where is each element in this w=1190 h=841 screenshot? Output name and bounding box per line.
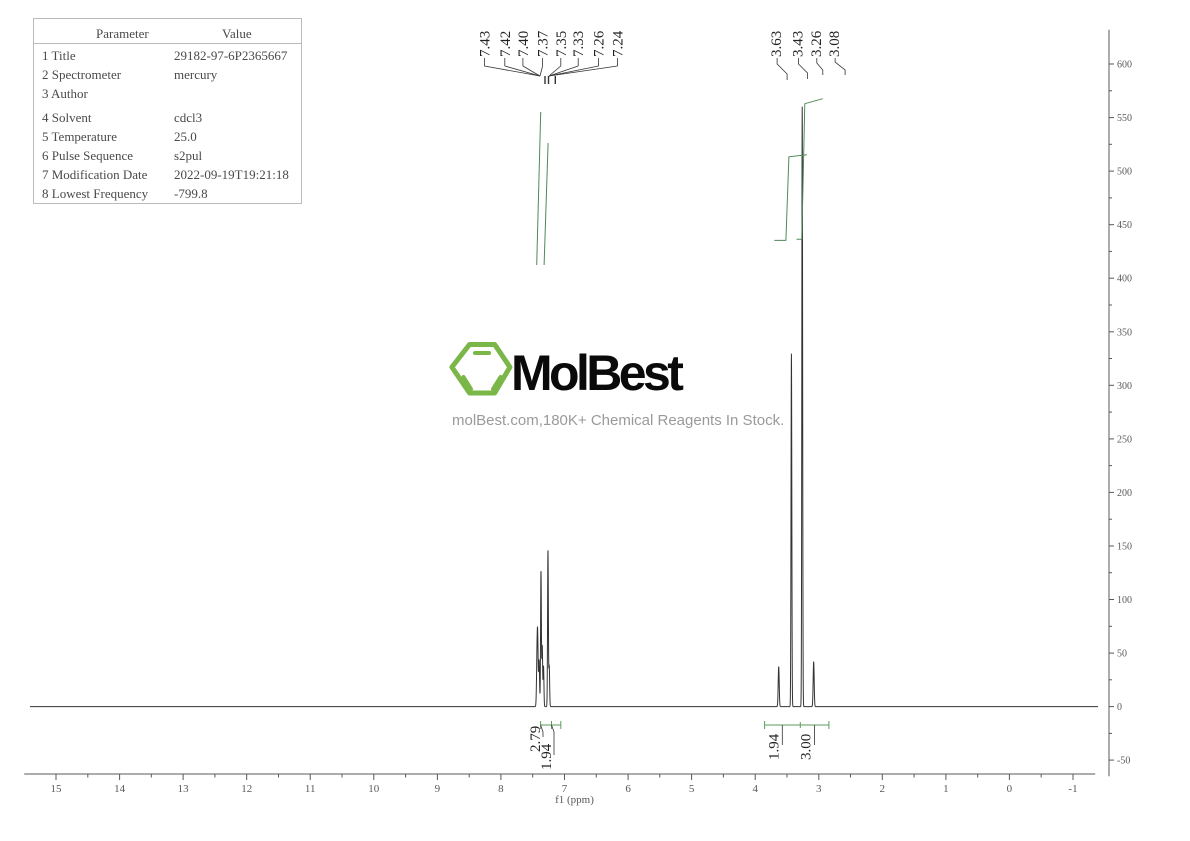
svg-text:7.42: 7.42 <box>498 31 514 57</box>
svg-text:600: 600 <box>1117 60 1132 71</box>
svg-text:7.43: 7.43 <box>477 31 493 57</box>
svg-text:5: 5 <box>689 783 695 795</box>
svg-text:100: 100 <box>1117 595 1132 606</box>
svg-text:7.24: 7.24 <box>611 30 627 57</box>
svg-text:14: 14 <box>114 783 126 795</box>
svg-text:-50: -50 <box>1117 756 1130 767</box>
svg-text:200: 200 <box>1117 488 1132 499</box>
svg-text:7.33: 7.33 <box>571 31 587 57</box>
svg-text:-1: -1 <box>1068 783 1077 795</box>
svg-text:500: 500 <box>1117 167 1132 178</box>
svg-text:13: 13 <box>178 783 190 795</box>
svg-text:3.43: 3.43 <box>791 31 807 57</box>
svg-text:0: 0 <box>1007 783 1013 795</box>
svg-text:250: 250 <box>1117 434 1132 445</box>
svg-text:9: 9 <box>435 783 441 795</box>
svg-text:7.26: 7.26 <box>592 30 608 57</box>
svg-text:8: 8 <box>498 783 504 795</box>
svg-text:150: 150 <box>1117 542 1132 553</box>
svg-text:12: 12 <box>241 783 252 795</box>
svg-text:550: 550 <box>1117 113 1132 124</box>
svg-text:11: 11 <box>305 783 316 795</box>
svg-text:15: 15 <box>51 783 63 795</box>
svg-text:400: 400 <box>1117 274 1132 285</box>
svg-text:2: 2 <box>880 783 886 795</box>
svg-text:450: 450 <box>1117 220 1132 231</box>
svg-text:0: 0 <box>1117 702 1122 713</box>
svg-text:1: 1 <box>943 783 949 795</box>
svg-text:1.94: 1.94 <box>539 743 555 770</box>
svg-text:3.08: 3.08 <box>827 31 843 57</box>
svg-text:4: 4 <box>752 783 758 795</box>
svg-text:50: 50 <box>1117 649 1127 660</box>
svg-text:6: 6 <box>625 783 631 795</box>
svg-text:f1 (ppm): f1 (ppm) <box>555 794 594 806</box>
svg-text:3.26: 3.26 <box>809 30 825 57</box>
svg-text:3.00: 3.00 <box>799 734 815 760</box>
svg-text:350: 350 <box>1117 327 1132 338</box>
svg-text:7.35: 7.35 <box>554 31 570 57</box>
svg-text:300: 300 <box>1117 381 1132 392</box>
svg-text:7.37: 7.37 <box>536 30 552 57</box>
svg-text:7.40: 7.40 <box>516 31 532 57</box>
svg-text:3.63: 3.63 <box>769 31 785 57</box>
svg-text:10: 10 <box>368 783 380 795</box>
svg-text:1.94: 1.94 <box>766 733 782 760</box>
svg-text:3: 3 <box>816 783 822 795</box>
